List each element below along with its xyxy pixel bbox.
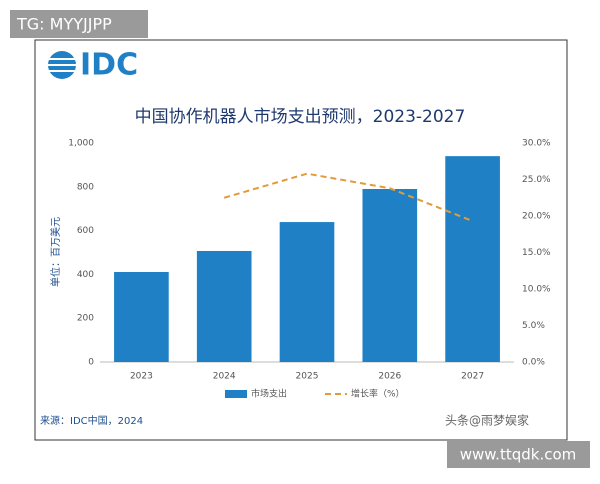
y2-tick-label: 0.0% bbox=[522, 358, 545, 368]
logo-icon bbox=[48, 51, 76, 79]
y2-tick-label: 25.0% bbox=[522, 175, 551, 185]
y-tick-label: 0 bbox=[88, 358, 94, 368]
legend-label: 市场支出 bbox=[251, 388, 287, 400]
bar bbox=[445, 156, 500, 362]
legend-swatch bbox=[225, 390, 247, 398]
x-tick-label: 2025 bbox=[296, 372, 319, 382]
tag-box bbox=[10, 10, 148, 38]
growth-line bbox=[223, 172, 473, 223]
y-axis-label: 单位：百万美元 bbox=[49, 217, 62, 287]
logo: IDC bbox=[80, 48, 138, 83]
y2-tick-label: 20.0% bbox=[522, 212, 551, 222]
bar bbox=[114, 271, 169, 362]
watermark: 头条@雨梦娱家 bbox=[445, 413, 529, 428]
chart-title: 中国协作机器人市场支出预测，2023-2027 bbox=[135, 107, 466, 127]
x-tick-label: 2024 bbox=[213, 372, 236, 382]
y-tick-label: 200 bbox=[77, 314, 94, 324]
x-tick-label: 2023 bbox=[130, 372, 153, 382]
bar bbox=[362, 188, 418, 362]
site: www.ttqdk.com bbox=[460, 446, 577, 464]
y2-tick-label: 5.0% bbox=[522, 321, 545, 331]
bar bbox=[196, 250, 252, 362]
bar bbox=[279, 222, 335, 362]
site-box bbox=[447, 441, 590, 468]
y2-tick-label: 10.0% bbox=[522, 285, 551, 295]
tag: TG: MYYJJPP bbox=[16, 15, 112, 34]
source: 来源：IDC中国，2024 bbox=[40, 414, 143, 427]
legend-label: 增长率（%） bbox=[351, 388, 405, 400]
y2-tick-label: 15.0% bbox=[522, 248, 551, 258]
y-tick-label: 400 bbox=[77, 270, 94, 280]
y-tick-label: 800 bbox=[77, 182, 94, 192]
y2-tick-label: 30.0% bbox=[522, 139, 551, 149]
y-tick-label: 600 bbox=[77, 226, 94, 236]
x-tick-label: 2027 bbox=[461, 372, 484, 382]
x-tick-label: 2026 bbox=[378, 372, 401, 382]
y-tick-label: 1,000 bbox=[68, 139, 94, 149]
